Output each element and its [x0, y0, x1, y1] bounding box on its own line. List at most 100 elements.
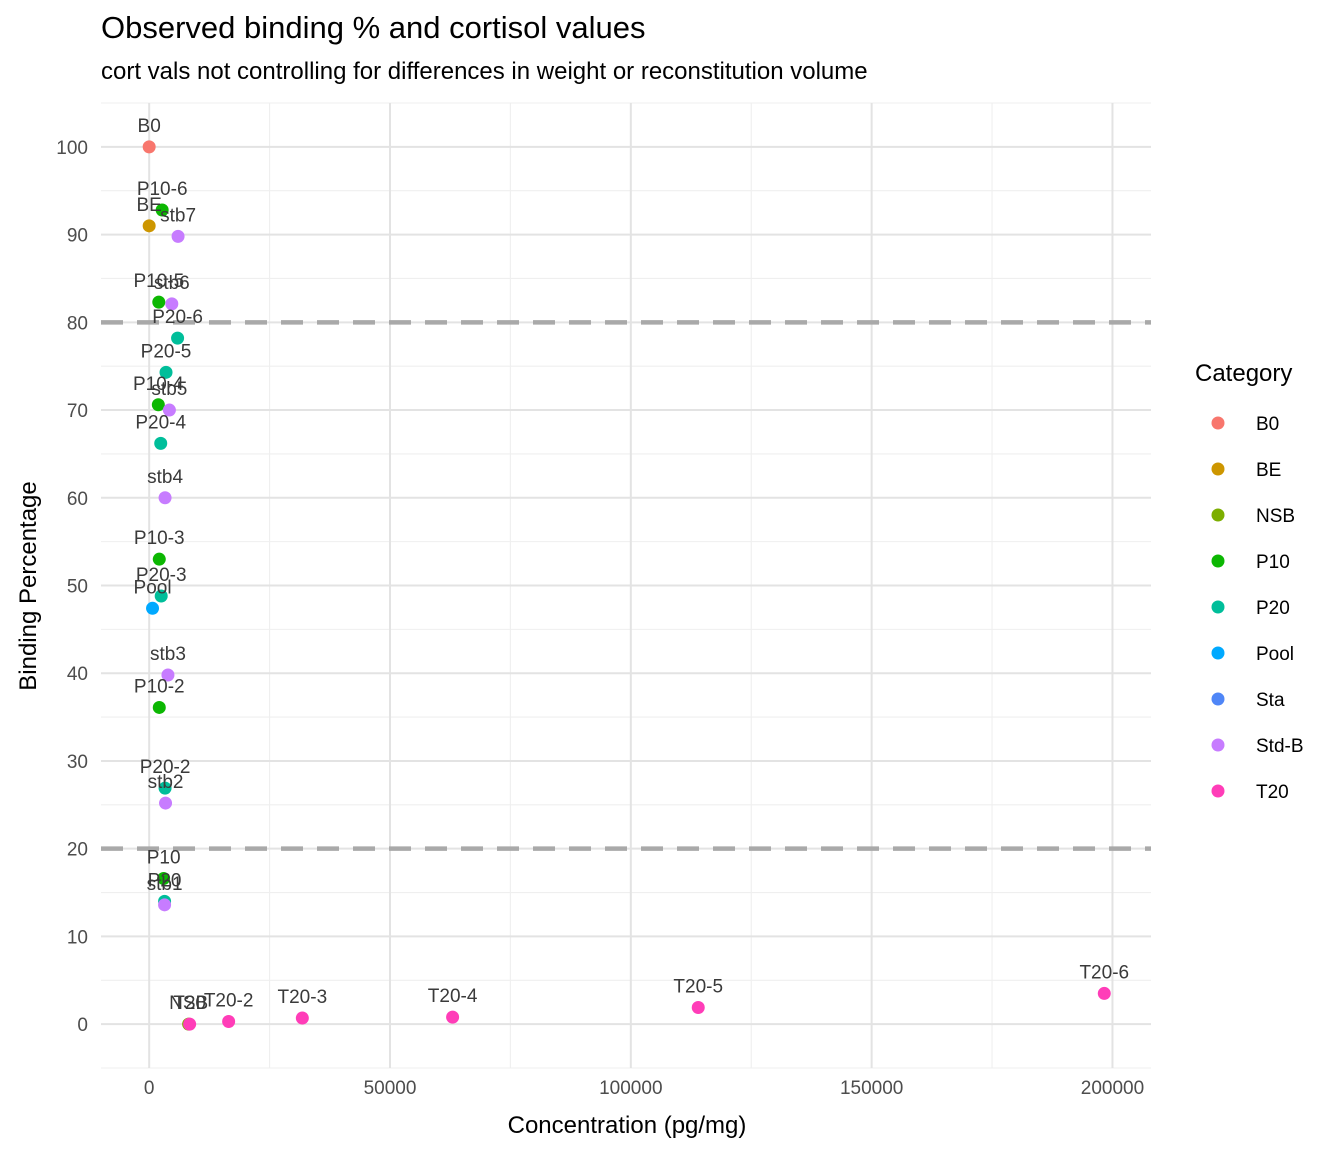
point-label: T20-3 — [278, 987, 328, 1008]
legend-label: T20 — [1256, 782, 1289, 803]
point-label: P10-3 — [134, 528, 185, 549]
point-label: BE — [136, 195, 161, 216]
point-labels: B0BEP10-6stb7P10-5stb6P20-6P20-5P10-4stb… — [133, 116, 1129, 1014]
x-tick-label: 50000 — [364, 1078, 417, 1099]
y-axis-title: Binding Percentage — [15, 481, 42, 690]
point-label: P10 — [147, 848, 181, 869]
point-label: P20-5 — [141, 341, 192, 362]
legend-label: Sta — [1256, 690, 1285, 711]
point-label: stb1 — [147, 874, 183, 895]
legend-key — [1211, 508, 1225, 522]
legend-key — [1211, 784, 1225, 798]
x-tick-label: 100000 — [599, 1078, 662, 1099]
y-tick-label: 60 — [67, 489, 88, 510]
legend-key — [1211, 738, 1225, 752]
legend-label: BE — [1256, 460, 1281, 481]
data-point — [162, 403, 176, 417]
data-point — [154, 589, 168, 603]
legend-label: P20 — [1256, 598, 1290, 619]
y-tick-label: 100 — [56, 138, 88, 159]
chart-subtitle: cort vals not controlling for difference… — [101, 58, 868, 85]
data-point — [183, 1017, 197, 1031]
legend: Category B0 BE NSB P10 P20 Pool Sta Std-B T20 — [1195, 360, 1304, 803]
point-label: P20 — [148, 870, 182, 891]
point-label: P10-6 — [137, 179, 188, 200]
point-label: T20-2 — [204, 991, 254, 1012]
data-point — [165, 297, 179, 311]
legend-title: Category — [1195, 360, 1292, 387]
point-label: T20 — [173, 993, 206, 1014]
y-tick-label: 0 — [77, 1015, 88, 1036]
point-label: P20-4 — [135, 412, 186, 433]
y-tick-label: 70 — [67, 401, 88, 422]
data-point — [1097, 986, 1111, 1000]
legend-key — [1211, 554, 1225, 568]
data-point — [159, 365, 173, 379]
legend-key — [1211, 416, 1225, 430]
legend-key — [1211, 462, 1225, 476]
data-point — [157, 872, 171, 886]
data-point — [158, 491, 172, 505]
y-tick-label: 50 — [67, 577, 88, 598]
point-label: stb4 — [147, 467, 183, 488]
data-point — [152, 295, 166, 309]
point-label: NSB — [169, 993, 208, 1014]
y-tick-label: 90 — [67, 226, 88, 247]
legend-label: P10 — [1256, 552, 1290, 573]
legend-key — [1211, 600, 1225, 614]
point-label: stb2 — [148, 772, 184, 793]
point-label: P20-3 — [136, 565, 187, 586]
point-label: stb5 — [151, 379, 187, 400]
y-tick-label: 80 — [67, 313, 88, 334]
point-label: T20-6 — [1079, 962, 1129, 983]
data-point — [222, 1015, 236, 1029]
legend-label: B0 — [1256, 414, 1279, 435]
reference-lines — [101, 320, 1151, 851]
legend-key — [1211, 692, 1225, 706]
data-point — [171, 229, 185, 243]
point-label: P10-2 — [134, 676, 185, 697]
data-point — [161, 668, 175, 682]
x-tick-label: 150000 — [840, 1078, 903, 1099]
point-label: P10-4 — [133, 374, 184, 395]
y-tick-label: 10 — [67, 927, 88, 948]
legend-label: Pool — [1256, 644, 1294, 665]
data-point — [295, 1011, 309, 1025]
data-point — [446, 1010, 460, 1024]
data-point — [151, 398, 165, 412]
x-tick-label: 200000 — [1081, 1078, 1144, 1099]
data-point — [146, 601, 160, 615]
data-point — [152, 700, 166, 714]
grid-lines — [101, 102, 1151, 1069]
legend-label: NSB — [1256, 506, 1295, 527]
data-points — [142, 140, 1111, 1031]
x-axis-ticks: 0 50000 100000 150000 200000 — [144, 1078, 1144, 1099]
point-label: P20-2 — [140, 757, 191, 778]
data-point — [154, 436, 168, 450]
data-point — [158, 898, 172, 912]
y-tick-label: 30 — [67, 752, 88, 773]
legend-label: Std-B — [1256, 736, 1304, 757]
point-label: stb7 — [160, 205, 196, 226]
data-point — [155, 203, 169, 217]
chart-title: Observed binding % and cortisol values — [101, 10, 646, 45]
legend-key — [1211, 646, 1225, 660]
point-label: T20-4 — [428, 986, 478, 1007]
data-point — [142, 140, 156, 154]
data-point — [152, 552, 166, 566]
point-label: stb6 — [154, 273, 190, 294]
data-point — [171, 331, 185, 345]
point-label: T20-5 — [673, 976, 723, 997]
y-axis-ticks: 0 10 20 30 40 50 60 70 80 90 100 — [56, 138, 88, 1036]
data-point — [159, 796, 173, 810]
data-point — [691, 1000, 705, 1014]
point-label: stb3 — [150, 644, 186, 665]
point-label: P20-6 — [152, 307, 203, 328]
data-point — [142, 219, 156, 233]
point-label: Pool — [134, 577, 172, 598]
y-tick-label: 20 — [67, 840, 88, 861]
y-tick-label: 40 — [67, 664, 88, 685]
x-axis-title: Concentration (pg/mg) — [508, 1112, 747, 1139]
point-label: B0 — [138, 116, 161, 137]
